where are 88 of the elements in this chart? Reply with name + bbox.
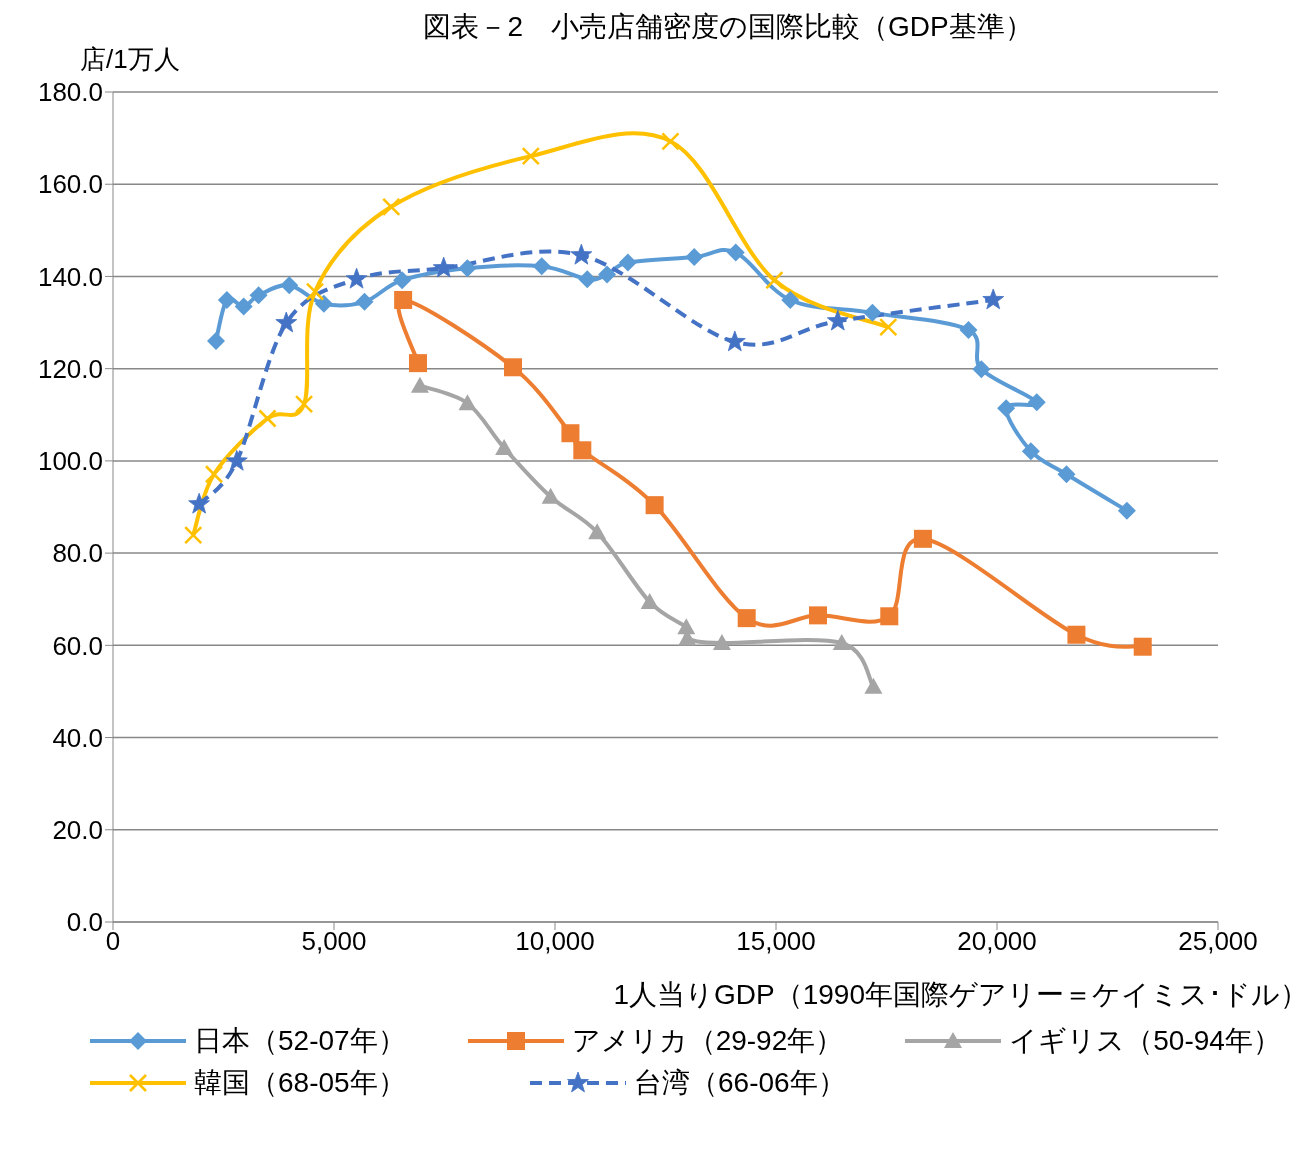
point [188,492,211,514]
point [408,354,427,373]
point [532,257,551,276]
point [1133,637,1152,656]
point [808,606,827,625]
point [781,290,800,309]
point [765,270,784,290]
y-tick-label: 60.0 [52,630,103,661]
point [458,394,477,411]
point [258,409,277,428]
point [204,464,224,484]
point [864,677,883,694]
point [495,438,514,455]
point [982,288,1005,310]
x-tick-label: 0 [105,926,121,957]
point [393,271,412,290]
point [294,394,314,414]
point [355,292,374,311]
point [234,297,253,316]
point [737,609,756,628]
point [381,197,401,217]
point [573,441,592,460]
point [826,309,849,331]
point [561,424,580,443]
point [880,607,899,626]
legend-label: アメリカ（29-92年） [571,1024,844,1058]
point [863,303,882,322]
point [640,592,659,609]
point [878,317,898,337]
point [225,449,248,471]
legend-label: 台湾（66-06年） [634,1066,846,1100]
point [685,248,704,267]
point [578,270,597,289]
point [723,330,746,352]
x-axis-title: 1人当りGDP（1990年国際ゲアリー＝ケイミス･ドル） [612,978,1308,1012]
point [1027,393,1046,412]
y-tick-label: 180.0 [37,77,103,108]
x-tick-label: 10,000 [515,926,595,957]
point [1067,625,1086,644]
point [1117,501,1136,520]
y-tick-label: 160.0 [37,169,103,200]
point [504,358,523,377]
y-tick-label: 100.0 [37,446,103,477]
point [913,529,932,548]
point [712,634,731,651]
point [432,256,455,278]
x-tick-label: 20,000 [957,926,1037,957]
legend-label: 日本（52-07年） [194,1024,406,1058]
x-tick-label: 5,000 [301,926,367,957]
point [280,276,299,295]
x-tick-label: 25,000 [1178,926,1258,957]
point [206,332,225,350]
y-tick-label: 120.0 [37,353,103,384]
y-axis-title: 店/1万人 [80,43,180,76]
point [394,290,413,309]
chart-title: 図表－2 小売店舗密度の国際比較（GDP基準） [422,10,1034,42]
point [249,286,268,305]
point [645,496,664,515]
point [997,399,1016,418]
point [832,634,851,651]
y-tick-label: 20.0 [52,815,103,846]
y-tick-label: 0.0 [66,907,103,938]
point [618,253,637,272]
point [217,290,236,309]
point [972,360,991,379]
legend-label: イギリス（50-94年） [1009,1024,1281,1058]
point [598,265,617,284]
point [541,487,560,504]
point [588,523,607,540]
point [183,525,203,545]
y-tick-label: 40.0 [52,722,103,753]
point [1057,465,1076,484]
point [661,132,680,151]
point [726,243,745,262]
x-tick-label: 15,000 [736,926,816,957]
point [305,282,325,301]
point [521,146,541,166]
y-tick-label: 140.0 [37,261,103,292]
y-tick-label: 80.0 [52,538,103,569]
point [314,294,333,313]
point [570,243,593,265]
point [959,320,978,339]
point [1021,442,1040,461]
point [345,267,368,289]
point [410,376,429,393]
point [458,259,477,278]
legend-label: 韓国（68-05年） [194,1066,406,1100]
point [275,311,298,333]
